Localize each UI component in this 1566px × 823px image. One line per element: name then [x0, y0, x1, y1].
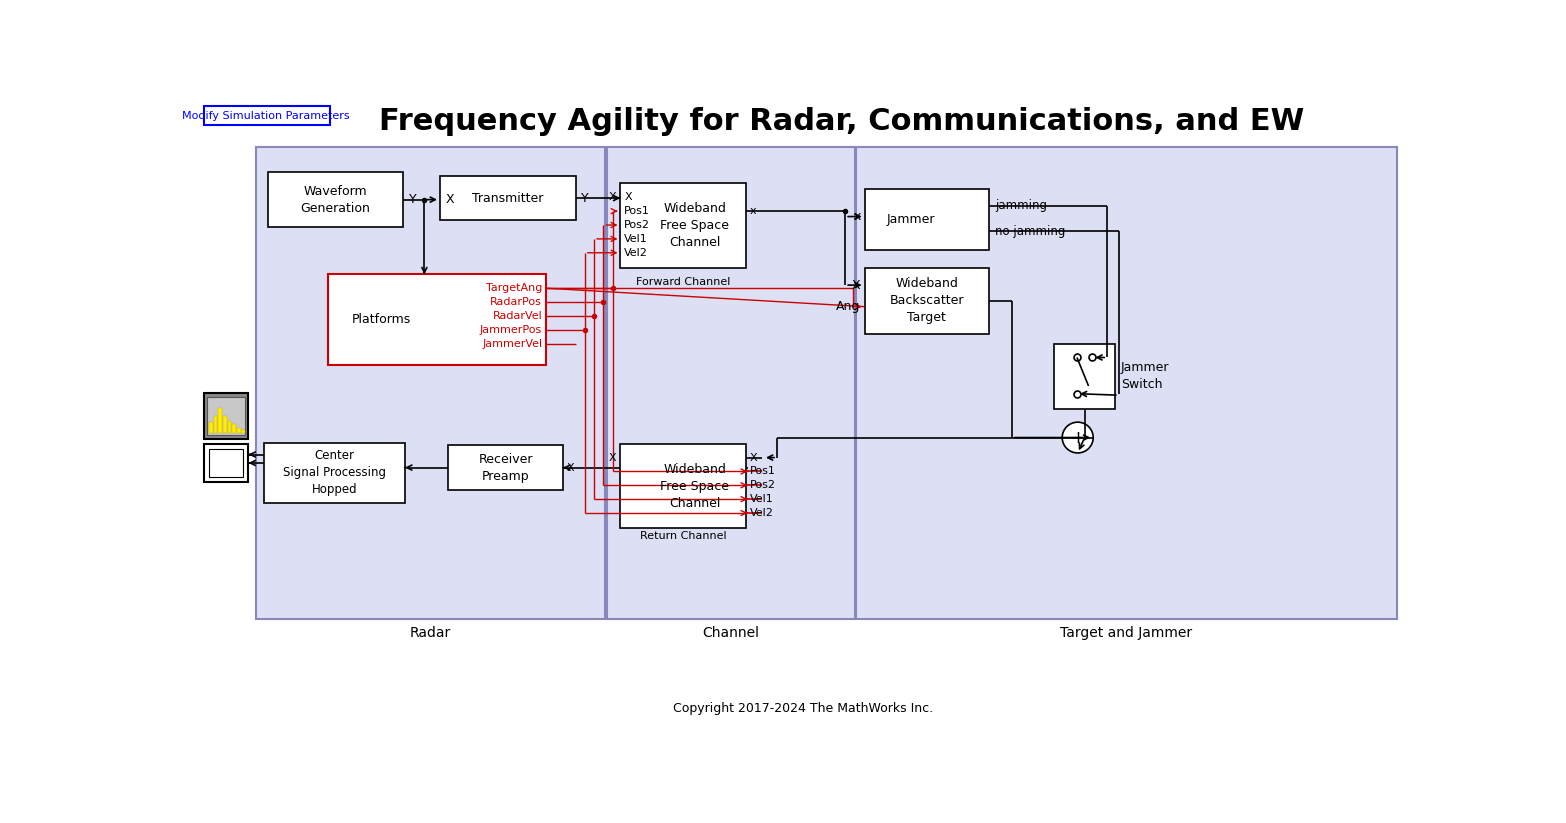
Text: X: X: [446, 193, 454, 206]
Text: Wideband
Backscatter
Target: Wideband Backscatter Target: [889, 277, 963, 324]
Text: Vel1: Vel1: [625, 234, 648, 244]
Bar: [620, 444, 745, 528]
Text: Platforms: Platforms: [352, 314, 412, 326]
Bar: [606, 147, 855, 619]
Text: RadarVel: RadarVel: [492, 311, 542, 321]
Bar: [213, 416, 218, 433]
Text: Receiver
Preamp: Receiver Preamp: [479, 453, 532, 482]
Text: x: x: [750, 207, 756, 216]
Text: Jammer
Switch: Jammer Switch: [1121, 361, 1170, 391]
Bar: [218, 408, 222, 433]
Bar: [208, 449, 243, 477]
Text: RadarPos: RadarPos: [490, 297, 542, 307]
Bar: [207, 397, 244, 435]
Text: Return Channel: Return Channel: [640, 531, 727, 541]
Text: Target and Jammer: Target and Jammer: [1060, 626, 1193, 640]
Bar: [204, 393, 249, 439]
Text: +: +: [1070, 429, 1085, 447]
Bar: [222, 416, 227, 433]
Text: JammerPos: JammerPos: [479, 325, 542, 335]
Text: X: X: [567, 463, 575, 472]
Text: Y: Y: [581, 192, 589, 205]
Text: X: X: [609, 193, 617, 202]
Bar: [241, 430, 244, 433]
Text: Wideband
Free Space
Channel: Wideband Free Space Channel: [661, 202, 730, 249]
Bar: [864, 188, 988, 250]
Bar: [864, 268, 988, 333]
Text: X: X: [852, 279, 861, 291]
Text: Copyright 2017-2024 The MathWorks Inc.: Copyright 2017-2024 The MathWorks Inc.: [672, 702, 933, 715]
Text: Forward Channel: Forward Channel: [636, 277, 730, 287]
Text: Modify Simulation Parameters: Modify Simulation Parameters: [183, 111, 351, 121]
Bar: [232, 425, 236, 433]
Text: Radar: Radar: [410, 626, 451, 640]
Bar: [268, 172, 404, 227]
Text: Wideband
Free Space
Channel: Wideband Free Space Channel: [661, 463, 730, 509]
Bar: [327, 274, 547, 365]
Bar: [208, 422, 213, 433]
Text: Frequency Agility for Radar, Communications, and EW: Frequency Agility for Radar, Communicati…: [379, 107, 1304, 137]
Bar: [440, 176, 575, 221]
Bar: [257, 147, 604, 619]
Text: Y: Y: [409, 193, 417, 206]
Text: Ang: Ang: [836, 300, 861, 314]
Bar: [236, 428, 241, 433]
Bar: [204, 106, 330, 125]
Text: Vel2: Vel2: [625, 248, 648, 258]
Text: Vel2: Vel2: [750, 508, 774, 518]
Bar: [265, 443, 406, 503]
Text: Center
Signal Processing
Hopped: Center Signal Processing Hopped: [283, 449, 385, 496]
Text: X: X: [625, 193, 633, 202]
Text: no jamming: no jamming: [994, 225, 1065, 238]
Text: Pos1: Pos1: [750, 467, 775, 477]
Text: Jammer: Jammer: [886, 213, 935, 226]
Bar: [227, 421, 232, 433]
Text: X: X: [609, 453, 617, 463]
Text: Vel1: Vel1: [750, 494, 774, 504]
Bar: [1054, 344, 1115, 409]
Bar: [857, 147, 1397, 619]
Bar: [620, 184, 745, 268]
Bar: [448, 445, 564, 490]
Circle shape: [1062, 422, 1093, 453]
Text: X: X: [750, 453, 758, 463]
Text: Pos2: Pos2: [750, 481, 775, 491]
Bar: [204, 444, 249, 482]
Text: x: x: [853, 210, 861, 223]
Text: Waveform
Generation: Waveform Generation: [301, 184, 370, 215]
Text: JammerVel: JammerVel: [482, 338, 542, 349]
Text: TargetAng: TargetAng: [485, 283, 542, 293]
Text: Pos2: Pos2: [625, 220, 650, 230]
Text: Transmitter: Transmitter: [471, 192, 543, 205]
Text: Pos1: Pos1: [625, 207, 650, 216]
Text: Channel: Channel: [702, 626, 760, 640]
Text: jamming: jamming: [994, 199, 1046, 212]
